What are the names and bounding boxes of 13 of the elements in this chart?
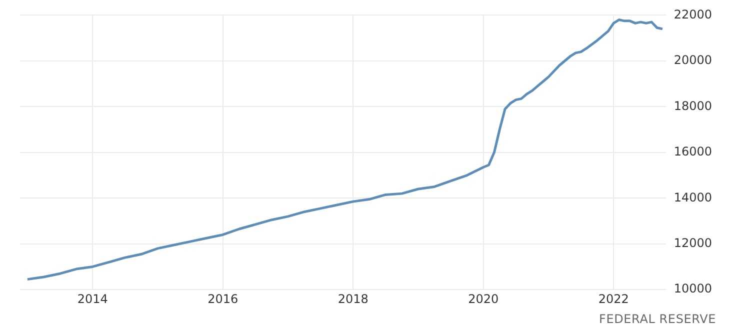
x-tick-label: 2018 (338, 292, 368, 306)
y-tick-label: 14000 (674, 190, 712, 204)
text: FEDERAL RESERVE (599, 312, 716, 326)
x-tick-label: 2016 (208, 292, 238, 306)
x-tick-label: 2020 (468, 292, 499, 306)
y-tick-label: 18000 (674, 98, 712, 113)
y-tick-label: 16000 (674, 144, 712, 159)
y-tick-label: 10000 (674, 282, 712, 296)
y-tick-label: 22000 (674, 7, 712, 22)
x-tick-label: 2022 (598, 292, 629, 306)
y-tick-label: 20000 (674, 53, 712, 68)
x-tick-label: 2014 (77, 292, 108, 306)
y-tick-label: 12000 (674, 236, 712, 250)
